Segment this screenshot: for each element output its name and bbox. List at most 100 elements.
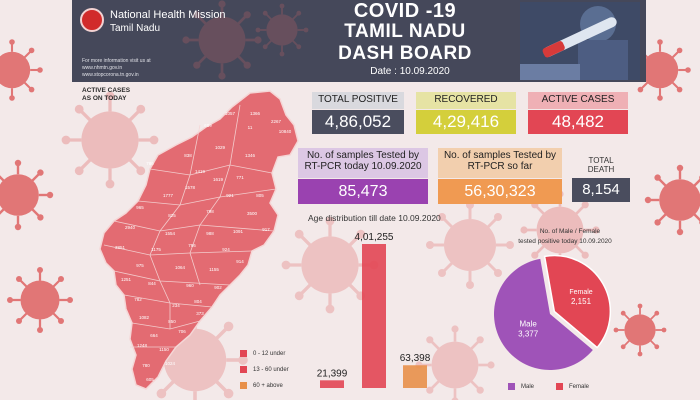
legend-label-60-plus: 60 + above <box>253 383 283 390</box>
female-slice-label: Female <box>569 289 592 296</box>
total-positive-value: 4,86,052 <box>312 110 404 134</box>
legend-swatch-60-plus <box>240 382 247 389</box>
active-cases-today-label-2: AS ON TODAY <box>82 95 127 102</box>
legend-label-13-60: 13 - 60 under <box>253 367 289 374</box>
age-distribution-chart: 21,399 4,01,255 63,398 <box>317 232 431 388</box>
district-value: 1057 <box>225 111 236 116</box>
legend-male: Male <box>508 383 534 390</box>
info-url-2[interactable]: www.stopcorona.tn.gov.in <box>82 72 139 78</box>
info-url-1[interactable]: www.nhmtn.gov.in <box>82 65 123 71</box>
title-dashboard: DASH BOARD <box>338 43 472 64</box>
district-value: 1248 <box>137 343 148 348</box>
gender-chart-title-line1: No. of Male / Female <box>539 228 601 235</box>
title-state: TAMIL NADU <box>344 21 466 42</box>
org-state: Tamil Nadu <box>110 23 161 34</box>
org-name: National Health Mission <box>110 9 226 21</box>
district-value: 988 <box>206 231 214 236</box>
district-value: 965 <box>136 205 144 210</box>
legend-female: Female <box>556 383 589 390</box>
total-positive-label: TOTAL POSITIVE <box>312 92 404 109</box>
rtpcr-total-label-line1: No. of samples Tested by <box>443 150 557 161</box>
district-value: 844 <box>148 281 156 286</box>
district-value: 1619 <box>213 177 224 182</box>
rtpcr-today-value: 85,473 <box>298 179 428 204</box>
map-state-shape <box>99 90 299 390</box>
district-value: 796 <box>188 243 196 248</box>
male-slice-value: 3,377 <box>518 330 539 339</box>
legend-label-female: Female <box>569 384 590 391</box>
legend-label-male: Male <box>521 384 535 391</box>
legend-swatch-0-12 <box>240 350 247 357</box>
district-value: 786 <box>146 161 154 166</box>
total-death-value: 8,154 <box>572 178 630 202</box>
district-value: 782 <box>134 297 142 302</box>
district-value: 780 <box>142 363 150 368</box>
test-tube-photo <box>520 2 640 80</box>
nhm-logo-icon <box>80 8 104 32</box>
district-value: 1150 <box>159 347 169 352</box>
age-bar-label-0: 21,399 <box>317 368 348 379</box>
title-covid: COVID -19 <box>353 0 457 22</box>
total-death-label: TOTAL DEATH <box>572 154 630 176</box>
district-value: 1777 <box>163 193 174 198</box>
district-value: 10840 <box>279 129 292 134</box>
age-bar-2 <box>403 365 427 388</box>
district-value: 960 <box>186 283 194 288</box>
district-value: 1082 <box>139 315 150 320</box>
district-value: 1578 <box>185 185 196 190</box>
district-value: 850 <box>168 319 176 324</box>
rtpcr-total-label: No. of samples Tested by RT-PCR so far <box>438 148 562 178</box>
district-value: 1554 <box>165 231 176 236</box>
rtpcr-today-label-line2: RT-PCR today 10.09.2020 <box>304 161 422 172</box>
total-death-label-line2: DEATH <box>587 165 615 174</box>
rtpcr-today-label: No. of samples Tested by RT-PCR today 10… <box>298 148 428 178</box>
active-cases-label: ACTIVE CASES <box>528 92 628 109</box>
district-value: 914 <box>236 259 244 264</box>
district-value: 1064 <box>175 265 186 270</box>
district-value: 805 <box>256 193 264 198</box>
legend-age-60-plus: 60 + above <box>240 382 283 389</box>
legend-swatch-female <box>556 383 563 390</box>
district-value: 2267 <box>271 119 282 124</box>
legend-age-13-60: 13 - 60 under <box>240 366 289 373</box>
district-value: 825 <box>168 213 176 218</box>
district-value: 1346 <box>245 153 256 158</box>
district-value: 373 <box>196 311 204 316</box>
male-slice-label: Male <box>519 320 537 329</box>
district-value: 804 <box>194 299 202 304</box>
district-value: 1366 <box>250 111 261 116</box>
dashboard-date: Date : 10.09.2020 <box>370 66 450 77</box>
district-value: 2940 <box>125 225 136 230</box>
total-death-label-line1: TOTAL <box>588 156 614 165</box>
legend-swatch-male <box>508 383 515 390</box>
district-value: 664 <box>150 333 158 338</box>
active-cases-value: 48,482 <box>528 110 628 134</box>
district-value: 1419 <box>195 169 206 174</box>
district-value: 975 <box>136 263 144 268</box>
recovered-value: 4,29,416 <box>416 110 516 134</box>
district-value: 3851 <box>115 245 126 250</box>
district-value: 921 <box>226 193 234 198</box>
female-slice <box>543 254 612 349</box>
info-text: For more information visit us at <box>82 58 151 64</box>
legend-age-0-12: 0 - 12 under <box>240 350 285 357</box>
tamil-nadu-district-map: 1057 1366 689 11 2267 10840 786 838 1029 1419 1346… <box>99 90 299 390</box>
active-cases-today-label: ACTIVE CASES <box>82 87 131 94</box>
district-value: 706 <box>178 329 186 334</box>
district-value: 1155 <box>209 267 219 272</box>
rtpcr-total-value: 56,30,323 <box>438 179 562 204</box>
district-value: 605 <box>146 377 154 382</box>
rtpcr-total-label-line2: RT-PCR so far <box>467 161 533 172</box>
district-value: 1024 <box>165 361 176 366</box>
district-value: 689 <box>204 123 212 128</box>
gender-chart-title-line2: tested positive today 10.09.2020 <box>518 238 612 245</box>
district-value: 1251 <box>121 277 132 282</box>
district-value: 234 <box>172 303 180 308</box>
district-value: 11 <box>248 125 253 130</box>
district-value: 902 <box>214 285 222 290</box>
female-slice-value: 2,151 <box>571 297 592 306</box>
age-bar-0 <box>320 380 344 388</box>
legend-label-0-12: 0 - 12 under <box>253 351 286 358</box>
rtpcr-today-label-line1: No. of samples Tested by <box>306 150 420 161</box>
